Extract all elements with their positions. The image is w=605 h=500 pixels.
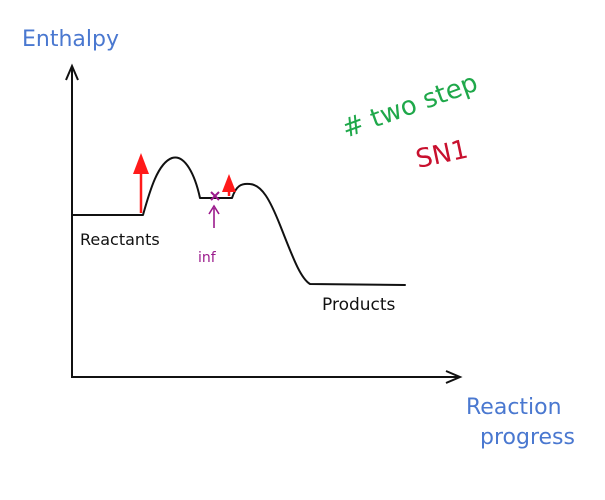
activation-arrow-1 xyxy=(133,153,149,213)
products-label: Products xyxy=(322,295,396,315)
sn1-annotation: SN1 xyxy=(413,135,471,175)
y-axis-label: Enthalpy xyxy=(22,27,119,52)
two-step-annotation: # two step xyxy=(338,68,482,145)
x-axis-label-line1: Reaction xyxy=(466,395,562,420)
x-axis xyxy=(72,370,463,384)
intermediate-label: inf xyxy=(198,250,217,266)
reaction-curve xyxy=(72,156,406,286)
y-axis xyxy=(65,63,79,378)
activation-arrow-2 xyxy=(222,174,236,196)
reactants-label: Reactants xyxy=(80,230,160,249)
x-axis-label-line2: progress xyxy=(480,425,575,450)
intermediate-marker xyxy=(208,191,220,228)
